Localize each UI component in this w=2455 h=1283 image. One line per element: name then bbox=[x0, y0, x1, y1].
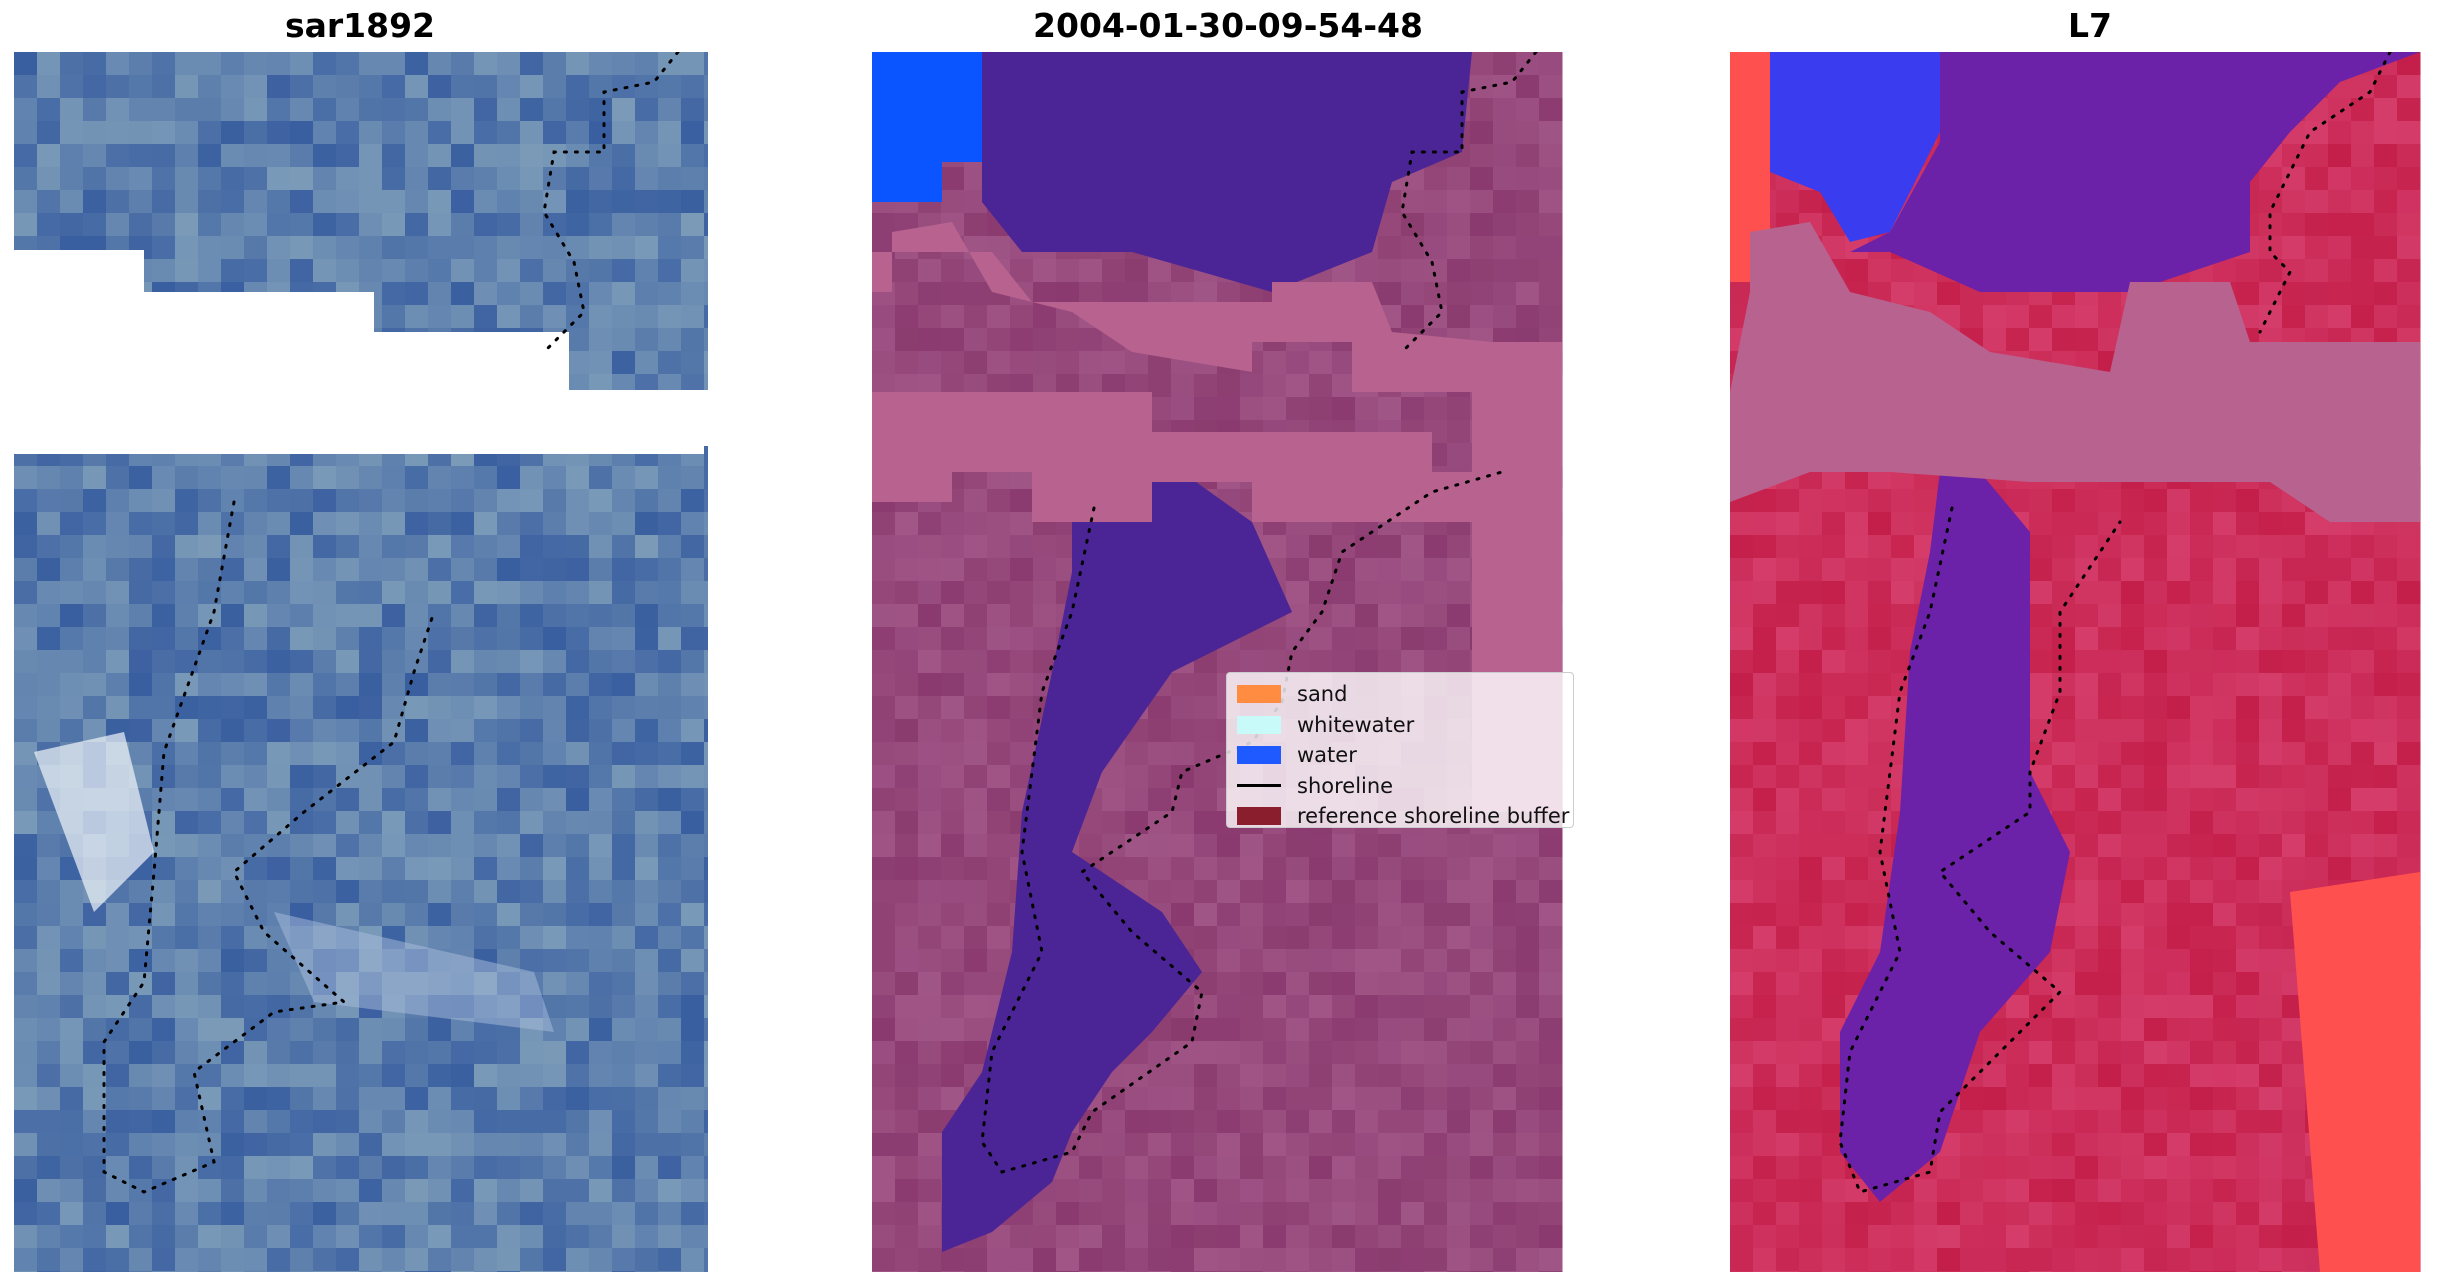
water-index bbox=[1840, 472, 2070, 1202]
index-image bbox=[1730, 52, 2421, 1272]
shoreline-line-icon bbox=[1237, 784, 1281, 788]
shoreline-top bbox=[1400, 52, 1538, 354]
classified-image bbox=[872, 52, 1563, 1272]
buffer-band bbox=[872, 392, 1562, 522]
rgb-image bbox=[14, 52, 708, 1272]
water-index bbox=[1850, 52, 2420, 292]
legend: sand whitewater water shoreline referenc… bbox=[1226, 672, 1574, 828]
shoreline-bottom bbox=[102, 500, 436, 1194]
sand-swatch-icon bbox=[1237, 685, 1281, 704]
legend-item-sand: sand bbox=[1237, 679, 1563, 710]
legend-label: water bbox=[1297, 743, 1357, 768]
raster-pixels bbox=[14, 52, 708, 1272]
shoreline-top bbox=[542, 52, 680, 354]
legend-label: sand bbox=[1297, 682, 1348, 707]
buffer-swatch-icon bbox=[1237, 807, 1281, 826]
shoreline-bottom bbox=[1838, 506, 2122, 1194]
shoreline-bottom bbox=[980, 470, 1504, 1174]
nodata-band bbox=[14, 250, 708, 454]
water-class bbox=[982, 52, 1472, 292]
bright-patch bbox=[34, 732, 154, 912]
legend-item-whitewater: whitewater bbox=[1237, 710, 1563, 741]
legend-label: shoreline bbox=[1297, 773, 1394, 798]
whitewater-swatch-icon bbox=[1237, 715, 1281, 734]
blue-region bbox=[1770, 52, 1940, 242]
legend-label: reference shoreline buffer bbox=[1297, 804, 1570, 829]
panel-rgb: sar1892 bbox=[0, 0, 720, 1283]
red-region bbox=[2290, 872, 2420, 1272]
panel-title: 2004-01-30-09-54-48 bbox=[1033, 6, 1423, 45]
legend-item-shoreline: shoreline bbox=[1237, 771, 1563, 802]
legend-label: whitewater bbox=[1297, 712, 1415, 737]
red-region bbox=[1730, 52, 1770, 282]
legend-item-buffer: reference shoreline buffer bbox=[1237, 801, 1569, 832]
panel-title: sar1892 bbox=[284, 6, 436, 45]
panel-classified: 2004-01-30-09-54-48 bbox=[868, 0, 1588, 1283]
panel-index: L7 bbox=[1730, 0, 2450, 1283]
water-swatch-icon bbox=[1237, 746, 1281, 765]
shoreline-top bbox=[2258, 52, 2392, 334]
buffer-band bbox=[1730, 222, 2420, 522]
water-class bbox=[942, 472, 1292, 1252]
legend-item-water: water bbox=[1237, 740, 1563, 771]
buffer-band bbox=[872, 222, 1562, 482]
water-class bbox=[872, 52, 982, 202]
panel-title: L7 bbox=[2068, 6, 2112, 45]
